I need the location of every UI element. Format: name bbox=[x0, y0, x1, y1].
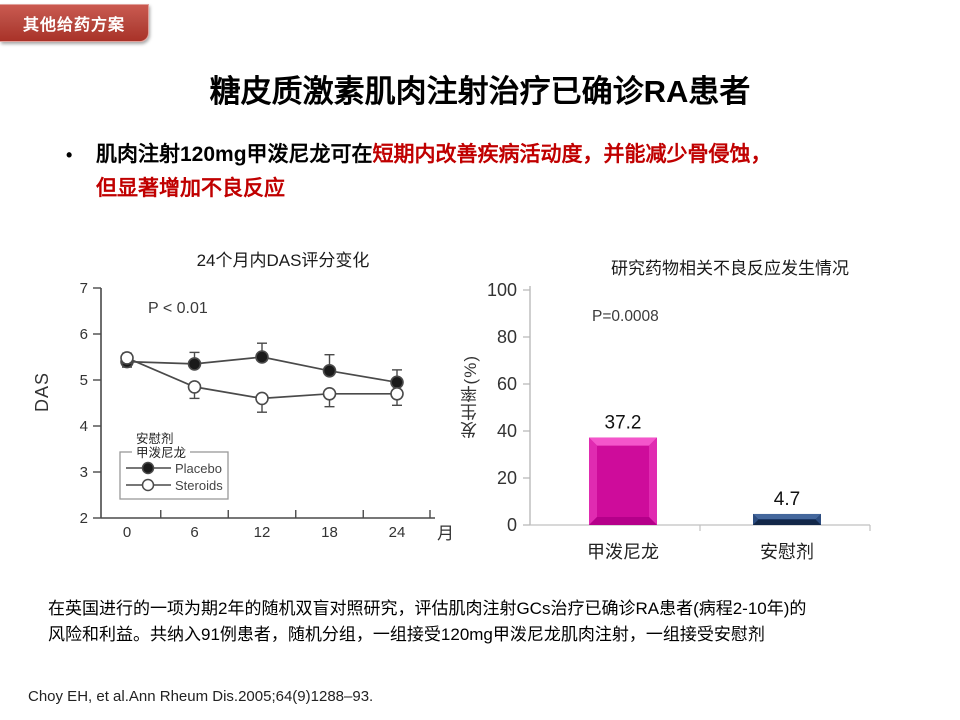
line-chart-axes: 2 3 4 5 6 7 0 6 12 18 24 bbox=[80, 280, 435, 541]
legend-open-circle bbox=[141, 478, 155, 492]
bar-1 bbox=[589, 437, 657, 525]
open-circle bbox=[255, 391, 269, 406]
line-chart-pvalue: P < 0.01 bbox=[148, 300, 208, 317]
y-tick-label: 60 bbox=[497, 374, 517, 394]
slide-tag-badge: 其他给药方案 bbox=[0, 4, 149, 42]
x-tick-label: 6 bbox=[190, 524, 198, 541]
bullet-item: • 肌肉注射120mg甲泼尼龙可在短期内改善疾病活动度，并能减少骨侵蚀， 但显著… bbox=[66, 138, 896, 206]
y-tick-label: 3 bbox=[80, 464, 88, 481]
filled-circle bbox=[322, 364, 337, 378]
y-tick-label: 4 bbox=[80, 418, 88, 435]
adverse-events-bar-chart: 0 20 40 60 80 100 37.2 甲泼尼龙 4.7 安慰剂 bbox=[487, 280, 871, 562]
bar-2 bbox=[753, 513, 821, 525]
study-summary-line-2: 风险和利益。共纳入91例患者，随机分组，一组接受120mg甲泼尼龙肌肉注射，一组… bbox=[48, 624, 765, 644]
citation: Choy EH, et al.Ann Rheum Dis.2005;64(9)1… bbox=[28, 688, 374, 705]
bar-value-label: 4.7 bbox=[774, 489, 800, 510]
open-circle bbox=[322, 387, 337, 401]
y-tick-label: 20 bbox=[497, 468, 517, 488]
open-circle bbox=[187, 380, 202, 394]
y-tick-label: 7 bbox=[80, 280, 88, 297]
legend-label-zh-placebo: 安慰剂 bbox=[136, 431, 174, 446]
page-title: 糖皮质激素肌肉注射治疗已确诊RA患者 bbox=[209, 74, 751, 109]
y-tick-label: 40 bbox=[497, 421, 517, 441]
bar-value-label: 37.2 bbox=[605, 413, 642, 434]
y-tick-label: 2 bbox=[80, 510, 88, 527]
y-tick-label: 6 bbox=[80, 326, 88, 343]
study-summary-line-1: 在英国进行的一项为期2年的随机双盲对照研究，评估肌肉注射GCs治疗已确诊RA患者… bbox=[48, 599, 807, 618]
legend-filled-circle bbox=[141, 461, 155, 475]
line-chart-title: 24个月内DAS评分变化 bbox=[196, 251, 370, 270]
legend-label: Placebo bbox=[175, 461, 222, 476]
x-tick-label: 0 bbox=[123, 524, 131, 541]
open-circle bbox=[120, 351, 134, 365]
x-tick-label: 18 bbox=[321, 524, 338, 541]
slide-tag-label: 其他给药方案 bbox=[22, 17, 125, 34]
bar-chart-axes: 0 20 40 60 80 100 bbox=[487, 280, 871, 535]
x-tick-label: 24 bbox=[389, 524, 406, 541]
bullet-marker: • bbox=[66, 145, 73, 165]
bar-category-label: 甲泼尼龙 bbox=[587, 542, 659, 562]
legend-label-zh-steroids: 甲泼尼龙 bbox=[136, 446, 186, 460]
line-chart-xlabel: 月 bbox=[437, 524, 454, 543]
legend-label: Steroids bbox=[175, 478, 223, 493]
bullet-text: 肌肉注射120mg甲泼尼龙可在短期内改善疾病活动度，并能减少骨侵蚀， 但显著增加… bbox=[96, 138, 896, 206]
study-summary: 在英国进行的一项为期2年的随机双盲对照研究，评估肌肉注射GCs治疗已确诊RA患者… bbox=[48, 596, 928, 647]
filled-circle bbox=[187, 357, 202, 371]
y-tick-label: 0 bbox=[507, 515, 517, 535]
x-tick-label: 12 bbox=[254, 524, 271, 541]
filled-circle bbox=[390, 375, 404, 390]
bullet-text-black: 肌肉注射120mg甲泼尼龙可在 bbox=[96, 143, 373, 166]
y-tick-label: 100 bbox=[487, 280, 517, 300]
y-tick-label: 5 bbox=[80, 372, 88, 389]
bar-chart-pvalue: P=0.0008 bbox=[592, 308, 659, 325]
series-steroids bbox=[120, 351, 404, 413]
series-placebo bbox=[120, 342, 404, 390]
open-circle bbox=[390, 387, 404, 401]
bullet-text-red-2: 但显著增加不良反应 bbox=[96, 177, 285, 200]
bullet-text-red-1: 短期内改善疾病活动度，并能减少骨侵蚀， bbox=[372, 143, 772, 166]
y-tick-label: 80 bbox=[497, 327, 517, 347]
bar-chart-title: 研究药物相关不良反应发生情况 bbox=[611, 259, 849, 278]
bar-category-label: 安慰剂 bbox=[760, 542, 814, 562]
filled-circle bbox=[255, 350, 269, 364]
